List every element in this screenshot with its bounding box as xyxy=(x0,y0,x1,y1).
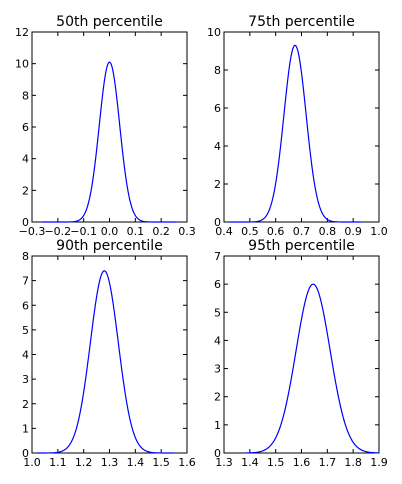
y-tick-label: 4 xyxy=(214,334,221,347)
chart-title: 50th percentile xyxy=(56,14,163,30)
x-tick-label: 0.8 xyxy=(319,225,337,238)
y-tick-label: 2 xyxy=(22,398,29,411)
x-tick-label: 1.3 xyxy=(101,456,119,469)
x-tick-label: 1.8 xyxy=(344,456,362,469)
y-tick-label: 7 xyxy=(22,275,29,288)
chart-title: 90th percentile xyxy=(56,238,163,254)
panel-90th-percentile: 90th percentile 1.0 1.1 1.2 1.3 1.4 1.5 1.6 0 1 2… xyxy=(22,238,196,469)
x-tick-label: 0.6 xyxy=(267,225,285,238)
panel-95th-percentile: 95th percentile 1.3 1.4 1.5 1.6 1.7 1.8 1.9 0 1 2… xyxy=(214,238,388,469)
y-tick-label: 4 xyxy=(22,153,29,166)
chart-title: 75th percentile xyxy=(248,14,355,30)
panel-50th-percentile: 50th percentile −0.3 −0.2 −0.1 0.0 0.1 0.2 0.3… xyxy=(15,14,196,238)
x-tick-label: 0.3 xyxy=(178,225,196,238)
y-tick-label: 8 xyxy=(22,89,29,102)
y-tick-label: 0 xyxy=(22,447,29,460)
y-tick-label: 3 xyxy=(22,373,29,386)
y-tick-label: 7 xyxy=(214,250,221,263)
y-tick-label: 12 xyxy=(15,26,29,39)
x-tick-label: 1.3 xyxy=(215,456,233,469)
x-tick-label: 1.7 xyxy=(319,456,337,469)
x-tick-label: 1.5 xyxy=(267,456,285,469)
panel-75th-percentile: 75th percentile 0.4 0.5 0.6 0.7 0.8 0.9 1.0 0 2 4… xyxy=(207,14,388,238)
y-tick-label: 10 xyxy=(207,26,221,39)
y-tick-label: 0 xyxy=(214,447,221,460)
y-tick-label: 10 xyxy=(15,58,29,71)
x-tick-label: 0.0 xyxy=(101,225,119,238)
y-tick-label: 6 xyxy=(214,102,221,115)
x-tick-label: 1.0 xyxy=(23,456,41,469)
x-tick-label: 0.4 xyxy=(215,225,233,238)
y-tick-label: 8 xyxy=(214,64,221,77)
x-tick-label: 1.2 xyxy=(75,456,93,469)
chart-title: 95th percentile xyxy=(248,238,355,254)
density-curve-line xyxy=(229,44,361,223)
x-tick-label: 1.6 xyxy=(293,456,311,469)
x-tick-label: 1.4 xyxy=(241,456,259,469)
y-tick-label: 4 xyxy=(214,140,221,153)
x-tick-label: 0.7 xyxy=(293,225,311,238)
x-tick-label: 0.1 xyxy=(127,225,145,238)
x-tick-label: 1.9 xyxy=(370,456,388,469)
density-curve-line xyxy=(42,61,177,223)
y-tick-label: 6 xyxy=(214,278,221,291)
y-tick-label: 3 xyxy=(214,363,221,376)
y-tick-label: 4 xyxy=(22,349,29,362)
x-tick-label: −0.3 xyxy=(19,225,46,238)
x-tick-label: 0.2 xyxy=(152,225,170,238)
y-tick-label: 0 xyxy=(22,216,29,229)
density-curve-line xyxy=(244,283,380,454)
x-tick-label: 1.5 xyxy=(152,456,170,469)
y-tick-label: 1 xyxy=(214,419,221,432)
x-tick-label: 0.9 xyxy=(344,225,362,238)
x-tick-label: −0.2 xyxy=(44,225,71,238)
x-tick-label: 1.6 xyxy=(178,456,196,469)
x-tick-label: 1.4 xyxy=(127,456,145,469)
y-tick-label: 6 xyxy=(22,299,29,312)
y-tick-label: 6 xyxy=(22,121,29,134)
y-tick-label: 5 xyxy=(214,306,221,319)
x-tick-label: 1.1 xyxy=(49,456,67,469)
y-tick-label: 8 xyxy=(22,250,29,263)
x-tick-label: 0.5 xyxy=(241,225,259,238)
y-tick-label: 2 xyxy=(214,391,221,404)
y-tick-label: 0 xyxy=(214,216,221,229)
y-tick-label: 1 xyxy=(22,422,29,435)
x-tick-label: −0.1 xyxy=(70,225,97,238)
y-tick-label: 5 xyxy=(22,324,29,337)
x-tick-label: 1.0 xyxy=(370,225,388,238)
density-curve-line xyxy=(37,270,175,454)
y-tick-label: 2 xyxy=(22,184,29,197)
y-tick-label: 2 xyxy=(214,178,221,191)
